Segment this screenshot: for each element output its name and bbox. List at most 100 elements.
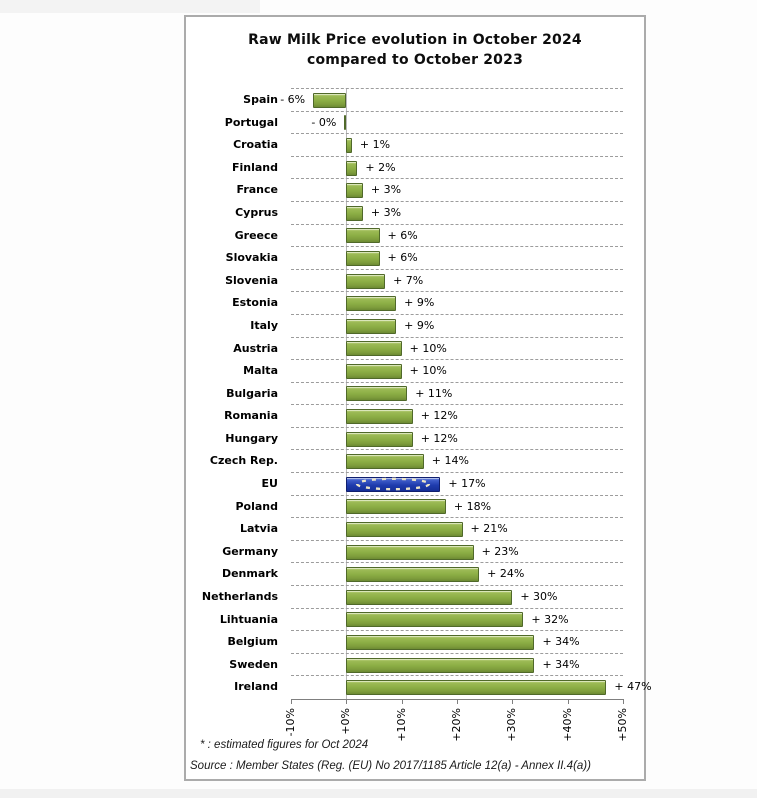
- chart-row: Estonia + 9%: [186, 291, 644, 315]
- country-bar: [346, 250, 380, 266]
- chart-row: Lihtuania + 32%: [186, 607, 644, 632]
- row-gridline: [291, 630, 623, 632]
- country-bar: [346, 318, 397, 334]
- x-axis-tick: [623, 699, 624, 704]
- country-bar: [346, 205, 363, 221]
- country-bar: [346, 341, 402, 357]
- value-label: + 12%: [420, 431, 458, 445]
- value-label: + 18%: [453, 499, 492, 513]
- row-gridline: [291, 223, 623, 225]
- country-label: Estonia: [232, 296, 278, 310]
- x-tick-label: +0%: [339, 708, 353, 735]
- chart-row: Malta + 10%: [186, 359, 644, 383]
- country-label: Bulgaria: [226, 386, 278, 400]
- value-label: + 11%: [415, 386, 453, 400]
- row-gridline: [291, 133, 623, 135]
- chart-row: Greece + 6%: [186, 223, 644, 248]
- row-gridline: [291, 110, 623, 112]
- value-label: + 23%: [481, 544, 519, 558]
- x-tick-label: -10%: [284, 708, 297, 737]
- chart-row: Slovakia + 6%: [186, 246, 644, 270]
- country-bar: [344, 115, 347, 131]
- x-tick-label: +40%: [560, 708, 574, 742]
- country-label: France: [236, 183, 278, 197]
- value-label: + 10%: [409, 341, 447, 355]
- country-bar: [346, 160, 358, 176]
- country-bar: [346, 296, 397, 312]
- x-tick-label: +30%: [505, 708, 519, 742]
- country-bar: [346, 680, 607, 696]
- country-label: Slovenia: [225, 273, 278, 287]
- row-gridline: [291, 539, 623, 541]
- row-gridline: [291, 313, 623, 315]
- footnote-estimate: * : estimated figures for Oct 2024: [200, 739, 369, 751]
- country-bar: [346, 544, 474, 560]
- country-label: Ireland: [234, 680, 278, 694]
- row-gridline: [291, 607, 623, 609]
- value-label: + 17%: [448, 477, 486, 491]
- value-label: + 6%: [387, 228, 418, 242]
- value-label: + 10%: [409, 364, 447, 378]
- page-edge-bottom: [0, 789, 757, 798]
- chart-row: Finland + 2%: [186, 155, 644, 180]
- value-label: + 47%: [614, 680, 652, 694]
- country-bar: [346, 137, 352, 153]
- country-label: Germany: [222, 544, 278, 558]
- country-label: Austria: [233, 341, 278, 355]
- country-bar: [346, 589, 513, 605]
- country-label: Lihtuania: [219, 612, 278, 626]
- row-gridline: [291, 268, 623, 270]
- chart-row: Sweden + 34%: [186, 652, 644, 677]
- country-label: Cyprus: [235, 205, 278, 219]
- chart-row: Cyprus + 3%: [186, 200, 644, 225]
- country-label: Portugal: [224, 115, 278, 129]
- x-axis-tick: [291, 699, 292, 704]
- row-gridline: [291, 88, 623, 89]
- country-bar: [346, 386, 408, 402]
- row-gridline: [291, 381, 623, 383]
- chart-row: Spain - 6%: [186, 88, 644, 112]
- country-bar: [346, 431, 413, 447]
- value-label: + 21%: [470, 522, 508, 536]
- x-axis-tick: [512, 699, 514, 704]
- country-bar: [346, 409, 413, 425]
- country-label: Slovakia: [225, 251, 278, 265]
- country-bar: [346, 183, 363, 199]
- row-gridline: [291, 178, 623, 180]
- country-label: Spain: [243, 93, 278, 106]
- chart-row: Belgium + 34%: [186, 630, 644, 654]
- value-label: + 32%: [531, 612, 569, 626]
- row-gridline: [291, 472, 623, 474]
- value-label: + 7%: [393, 273, 424, 287]
- chart-title-line1: Raw Milk Price evolution in October 2024: [248, 32, 582, 48]
- row-gridline: [291, 675, 623, 677]
- country-label: Greece: [234, 228, 278, 242]
- country-bar: [346, 657, 535, 673]
- chart-row: Netherlands + 30%: [186, 585, 644, 609]
- row-gridline: [291, 652, 623, 654]
- chart-row: Austria + 10%: [186, 336, 644, 361]
- chart-title-line2: compared to October 2023: [306, 52, 524, 68]
- country-bar: [346, 363, 402, 379]
- row-gridline: [291, 359, 623, 361]
- row-gridline: [291, 517, 623, 519]
- chart-row: Poland + 18%: [186, 494, 644, 519]
- value-label: + 12%: [420, 409, 458, 423]
- x-tick-label: +10%: [394, 708, 408, 742]
- country-bar: [313, 92, 347, 108]
- country-label: Sweden: [229, 657, 278, 671]
- value-label: + 14%: [431, 454, 469, 468]
- country-bar: [346, 567, 480, 583]
- chart-row: Germany + 23%: [186, 539, 644, 564]
- chart-row: France + 3%: [186, 178, 644, 202]
- value-label: + 3%: [370, 183, 402, 197]
- row-gridline: [291, 291, 623, 293]
- country-label: Czech Rep.: [209, 454, 278, 468]
- row-gridline: [291, 404, 623, 406]
- country-label: EU: [261, 477, 278, 491]
- x-axis-tick: [401, 699, 403, 704]
- country-label: Italy: [250, 318, 278, 332]
- chart-row: Portugal - 0%: [186, 110, 644, 135]
- value-label: + 2%: [365, 160, 396, 174]
- x-axis-tick: [346, 699, 348, 704]
